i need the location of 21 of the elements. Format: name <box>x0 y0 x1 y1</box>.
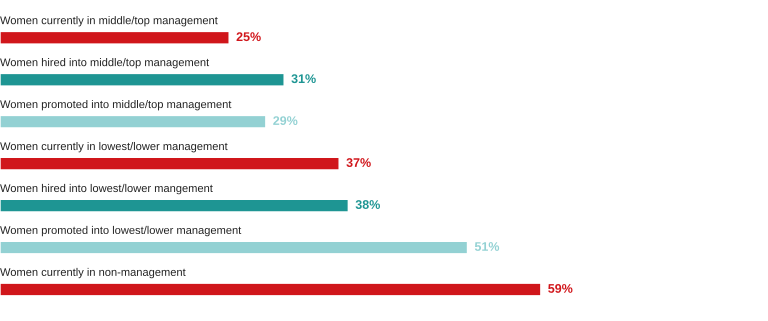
bar <box>0 30 230 45</box>
data-label: 25% <box>236 32 261 42</box>
y-tick-label: Women promoted into middle/top management <box>0 100 232 110</box>
data-label: 38% <box>356 200 380 209</box>
bar <box>0 240 468 255</box>
data-label: 29% <box>273 116 298 126</box>
y-tick-label: Women promoted into lowest/lower management <box>0 226 242 236</box>
bar <box>0 156 340 171</box>
data-label: 31% <box>291 74 316 84</box>
data-label: 51% <box>474 242 500 251</box>
bar <box>0 198 350 213</box>
y-tick-label: Women hired into lowest/lower mangement <box>0 184 213 194</box>
bar <box>0 114 267 129</box>
y-tick-label: Women currently in non-management <box>0 268 186 278</box>
bar <box>0 282 542 297</box>
data-label: 59% <box>548 284 572 293</box>
y-tick-label: Women currently in middle/top management <box>0 16 218 26</box>
bar <box>0 72 285 87</box>
y-tick-label: Women hired into middle/top management <box>0 58 210 68</box>
data-label: 37% <box>346 158 371 168</box>
y-tick-label: Women currently in lowest/lower management <box>0 142 228 152</box>
